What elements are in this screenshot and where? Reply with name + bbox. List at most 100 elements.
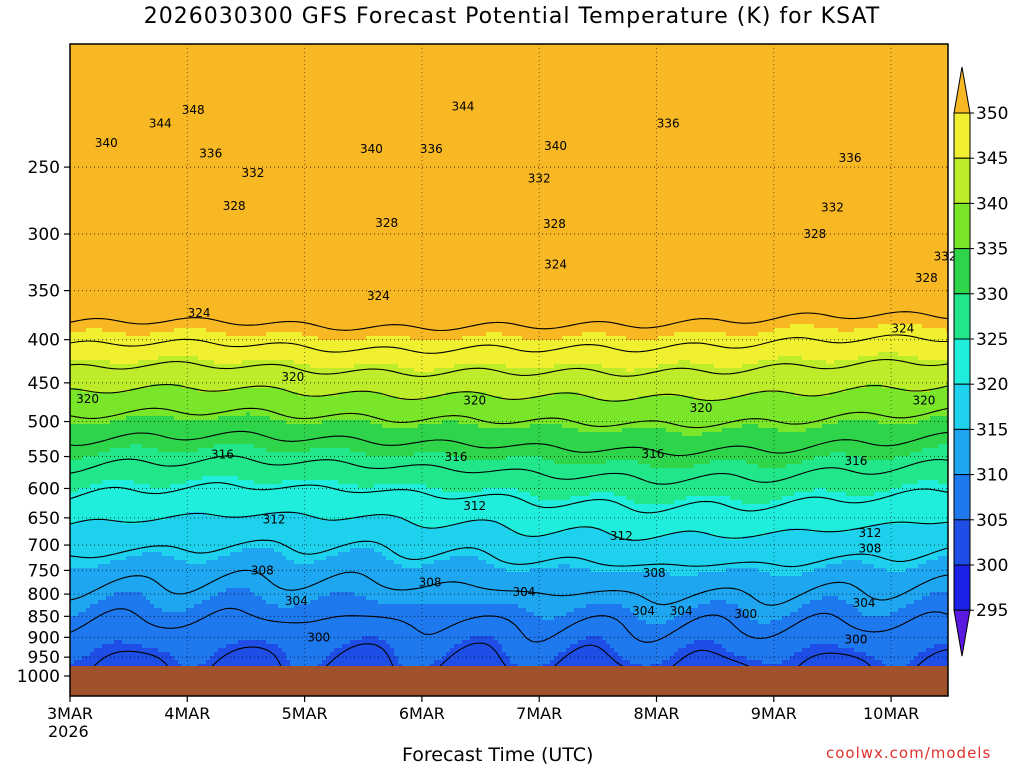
contour-label: 328 [915,271,938,285]
colorbar-box [953,474,971,521]
contour-label-layer: 348 344 340 336 332 328 324 320 316 312 308 304 300 3… [76,100,956,647]
contour-label: 320 [912,393,935,407]
x-tick-label: 6MAR [399,704,445,723]
contour-label: 300 [844,632,867,646]
colorbar-box [953,293,971,340]
contour-line-layer [70,311,948,669]
contour-label: 304 [512,585,535,599]
y-axis: 2503003504004505005506006507007508008509… [17,158,70,687]
contour-label: 324 [367,289,390,303]
contour-fill-layer [70,44,948,669]
contour-label: 304 [853,596,876,610]
y-tick-label: 650 [28,509,60,529]
colorbar-label: 315 [976,420,1008,440]
y-tick-label: 250 [28,158,60,178]
colorbar-extend-bottom [953,609,971,657]
colorbar-box [953,157,971,204]
contour-label: 344 [452,100,475,114]
y-tick-label: 700 [28,536,60,556]
contour-label: 324 [188,306,211,320]
contour-label: 340 [544,139,567,153]
x-axis-title: Forecast Time (UTC) [402,744,593,766]
y-tick-label: 750 [28,561,60,581]
y-tick-label: 800 [28,585,60,605]
x-tick-label: 3MAR [47,704,93,723]
contour-label: 328 [803,227,826,241]
colorbar-label: 350 [976,104,1008,124]
y-tick-label: 1000 [17,667,60,687]
contour-label: 336 [199,147,222,161]
contour-label: 336 [420,142,443,156]
colorbar-label: 310 [976,466,1008,486]
y-tick-label: 400 [28,331,60,351]
contour-label: 344 [149,116,172,130]
contour-label: 332 [821,200,844,214]
contour-label: 320 [76,392,99,406]
colorbar-label: 305 [976,511,1008,531]
contour-label: 312 [610,529,633,543]
colorbar-label: 325 [976,330,1008,350]
colorbar-box [953,383,971,430]
contour-label: 324 [891,321,914,335]
contour-label: 316 [844,454,867,468]
contour-label: 328 [543,217,566,231]
x-tick-label: 7MAR [516,704,562,723]
ground-mask [70,666,948,696]
colorbar: 350 345 340 335 330 325 320 315 310 305 300 295 [953,66,1008,657]
contour-label: 304 [632,604,655,618]
contour-label: 316 [211,448,234,462]
contour-label: 320 [690,401,713,415]
colorbar-box [953,338,971,385]
plot-frame [69,43,949,697]
contour-label: 320 [463,393,486,407]
x-tick-label: 4MAR [164,704,210,723]
contour-label: 312 [463,499,486,513]
y-tick-label: 350 [28,282,60,302]
y-tick-label: 500 [28,413,60,433]
contour-label: 308 [419,575,442,589]
contour-label: 340 [95,136,118,150]
contour-label: 300 [307,630,330,644]
x-tick-label: 10MAR [863,704,919,723]
chart-title: 2026030300 GFS Forecast Potential Temper… [0,4,1024,29]
colorbar-label: 340 [976,194,1008,214]
colorbar-box [953,428,971,476]
contour-label: 308 [859,542,882,556]
colorbar-box [953,248,971,295]
contour-label: 308 [251,563,274,577]
contour-label: 312 [859,526,882,540]
contour-label: 332 [242,166,265,180]
y-tick-label: 950 [28,648,60,668]
contour-label: 316 [444,450,467,464]
contour-label: 304 [670,604,693,618]
colorbar-label: 330 [976,285,1008,305]
y-tick-label: 600 [28,479,60,499]
colorbar-box [953,202,971,250]
contour-label: 324 [544,258,567,272]
colorbar-label: 300 [976,556,1008,576]
y-tick-label: 850 [28,607,60,627]
x-tick-label: 5MAR [282,704,328,723]
contour-label: 328 [375,216,398,230]
year-label: 2026 [48,722,89,741]
x-tick-label: 9MAR [751,704,797,723]
contour-label: 308 [643,566,666,580]
colorbar-label: 345 [976,149,1008,169]
y-tick-label: 900 [28,628,60,648]
contour-label: 328 [223,199,246,213]
contour-label: 320 [281,370,304,384]
contour-label: 312 [263,513,286,527]
contour-label: 300 [734,607,757,621]
y-tick-label: 550 [28,448,60,468]
contour-label: 348 [182,103,205,117]
contour-label: 304 [285,594,308,608]
colorbar-extend-top [953,66,971,114]
contour-label: 336 [839,151,862,165]
colorbar-box [953,519,971,566]
contour-label: 340 [360,142,383,156]
colorbar-label: 320 [976,375,1008,395]
colorbar-label: 335 [976,240,1008,260]
contour-label: 336 [657,116,680,130]
source-credit: coolwx.com/models [826,744,991,762]
